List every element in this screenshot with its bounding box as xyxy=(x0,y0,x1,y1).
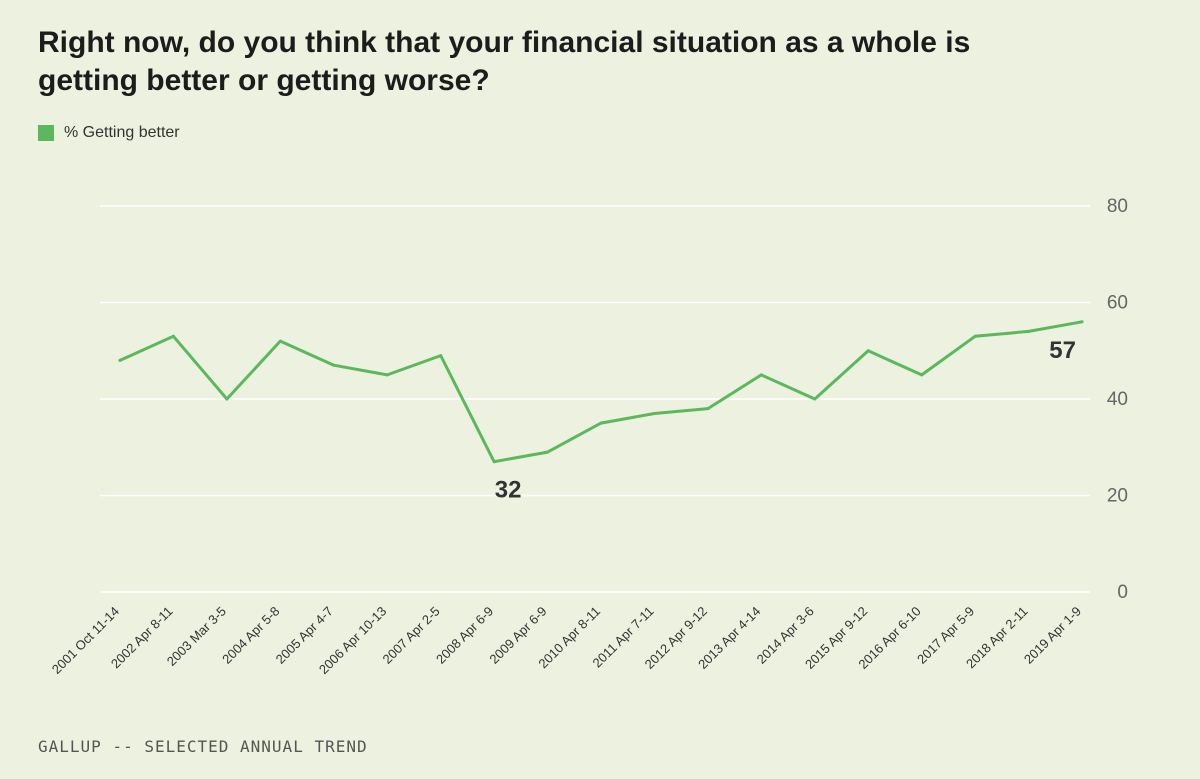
data-point xyxy=(171,334,175,338)
y-tick-label: 0 xyxy=(1117,582,1128,603)
x-tick-label: 2001 Oct 11-14 xyxy=(49,604,122,677)
data-point xyxy=(1080,320,1084,324)
y-tick-label: 40 xyxy=(1107,389,1128,410)
data-label: 32 xyxy=(495,477,522,504)
data-point xyxy=(973,334,977,338)
data-point xyxy=(385,373,389,377)
data-point xyxy=(118,358,122,362)
data-point xyxy=(546,450,550,454)
y-tick-label: 60 xyxy=(1107,293,1128,314)
data-labels: 32 57 xyxy=(495,337,1076,504)
x-tick-label: 2019 Apr 1-9 xyxy=(1021,604,1084,667)
source-footer: GALLUP -- SELECTED ANNUAL TREND xyxy=(38,737,368,756)
data-point xyxy=(920,373,924,377)
data-point xyxy=(706,407,710,411)
data-point xyxy=(439,354,443,358)
data-label: 57 xyxy=(1049,337,1076,364)
data-point xyxy=(813,397,817,401)
y-axis-ticks: 0 20 40 60 80 xyxy=(1107,196,1128,603)
legend-label: % Getting better xyxy=(64,124,180,141)
data-point xyxy=(866,349,870,353)
data-point xyxy=(225,397,229,401)
data-point xyxy=(599,421,603,425)
data-point xyxy=(652,411,656,415)
data-point xyxy=(492,460,496,464)
y-tick-label: 80 xyxy=(1107,196,1128,217)
y-tick-label: 20 xyxy=(1107,486,1128,507)
data-point xyxy=(332,363,336,367)
chart-title: Right now, do you think that your financ… xyxy=(38,26,971,97)
series-line-getting-better xyxy=(118,320,1084,464)
gridlines xyxy=(100,205,1090,593)
data-point xyxy=(278,339,282,343)
series-layer xyxy=(118,320,1084,464)
data-point xyxy=(759,373,763,377)
data-point xyxy=(1027,329,1031,333)
legend: % Getting better xyxy=(38,124,180,142)
legend-swatch xyxy=(38,125,54,141)
